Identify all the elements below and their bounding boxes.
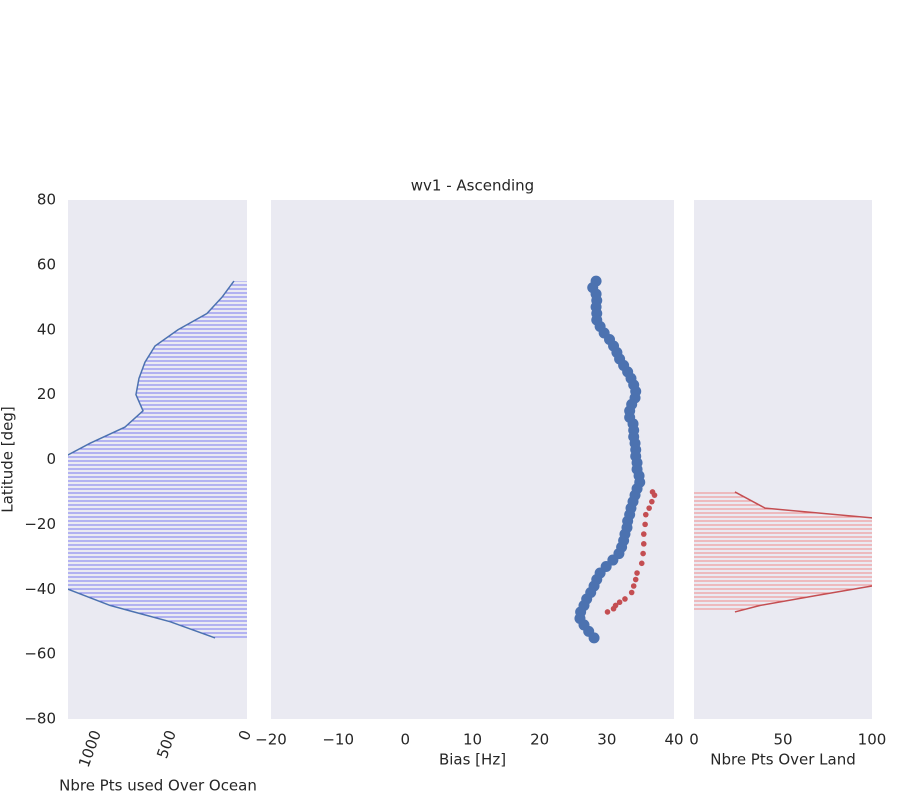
y-tick-label: 80 xyxy=(37,191,56,209)
scatter-point xyxy=(651,492,658,498)
scatter-point xyxy=(622,596,628,602)
x-axis-label: Nbre Pts used Over Ocean xyxy=(59,777,257,795)
x-tick-label: 30 xyxy=(597,731,616,749)
scatter-point xyxy=(604,609,611,615)
x-tick-label: 50 xyxy=(773,731,792,749)
x-tick-label: 40 xyxy=(664,731,683,749)
chart-title: wv1 - Ascending xyxy=(411,177,534,195)
scatter-point xyxy=(642,521,648,528)
scatter-point xyxy=(588,632,600,644)
scatter-point xyxy=(630,583,637,589)
y-axis-label: Latitude [deg] xyxy=(0,406,17,512)
x-tick-label: 10 xyxy=(463,731,482,749)
x-tick-label: −10 xyxy=(322,731,354,749)
y-tick-label: −60 xyxy=(24,645,56,663)
y-tick-label: 0 xyxy=(46,450,56,468)
scatter-point xyxy=(646,505,652,511)
x-tick-label: 0 xyxy=(235,728,255,743)
area-fill xyxy=(68,281,247,638)
plot-background xyxy=(271,200,674,719)
scatter-point xyxy=(638,560,645,567)
x-tick-label: 0 xyxy=(689,731,699,749)
y-tick-label: −20 xyxy=(24,515,56,533)
plot-area xyxy=(574,275,658,644)
x-tick-label: 1000 xyxy=(75,728,105,770)
scatter-point xyxy=(642,511,649,518)
x-tick-label: 0 xyxy=(401,731,411,749)
area-outline xyxy=(734,491,872,613)
scatter-point xyxy=(634,570,640,576)
x-tick-label: 500 xyxy=(153,728,180,761)
scatter-point xyxy=(640,541,647,547)
scatter-point xyxy=(616,599,623,606)
scatter-point xyxy=(628,589,635,596)
plot-area xyxy=(68,280,247,639)
y-tick-label: 20 xyxy=(37,385,56,403)
scatter-point xyxy=(640,531,647,537)
area-fill xyxy=(694,491,872,612)
scatter-point xyxy=(649,498,655,505)
plot-area xyxy=(694,491,872,613)
y-tick-label: 60 xyxy=(37,255,56,273)
y-tick-label: 40 xyxy=(37,320,56,338)
scatter-point xyxy=(640,550,646,557)
y-tick-label: −40 xyxy=(24,580,56,598)
area-outline xyxy=(68,280,235,639)
x-tick-label: −20 xyxy=(255,731,287,749)
y-tick-label: −80 xyxy=(24,710,56,728)
scatter-point xyxy=(610,605,617,612)
scatter-point xyxy=(632,576,639,583)
x-tick-label: 100 xyxy=(858,731,887,749)
x-tick-label: 20 xyxy=(530,731,549,749)
plot-background xyxy=(694,200,872,719)
x-axis-label: Bias [Hz] xyxy=(439,751,506,769)
x-axis-label: Nbre Pts Over Land xyxy=(710,751,856,769)
